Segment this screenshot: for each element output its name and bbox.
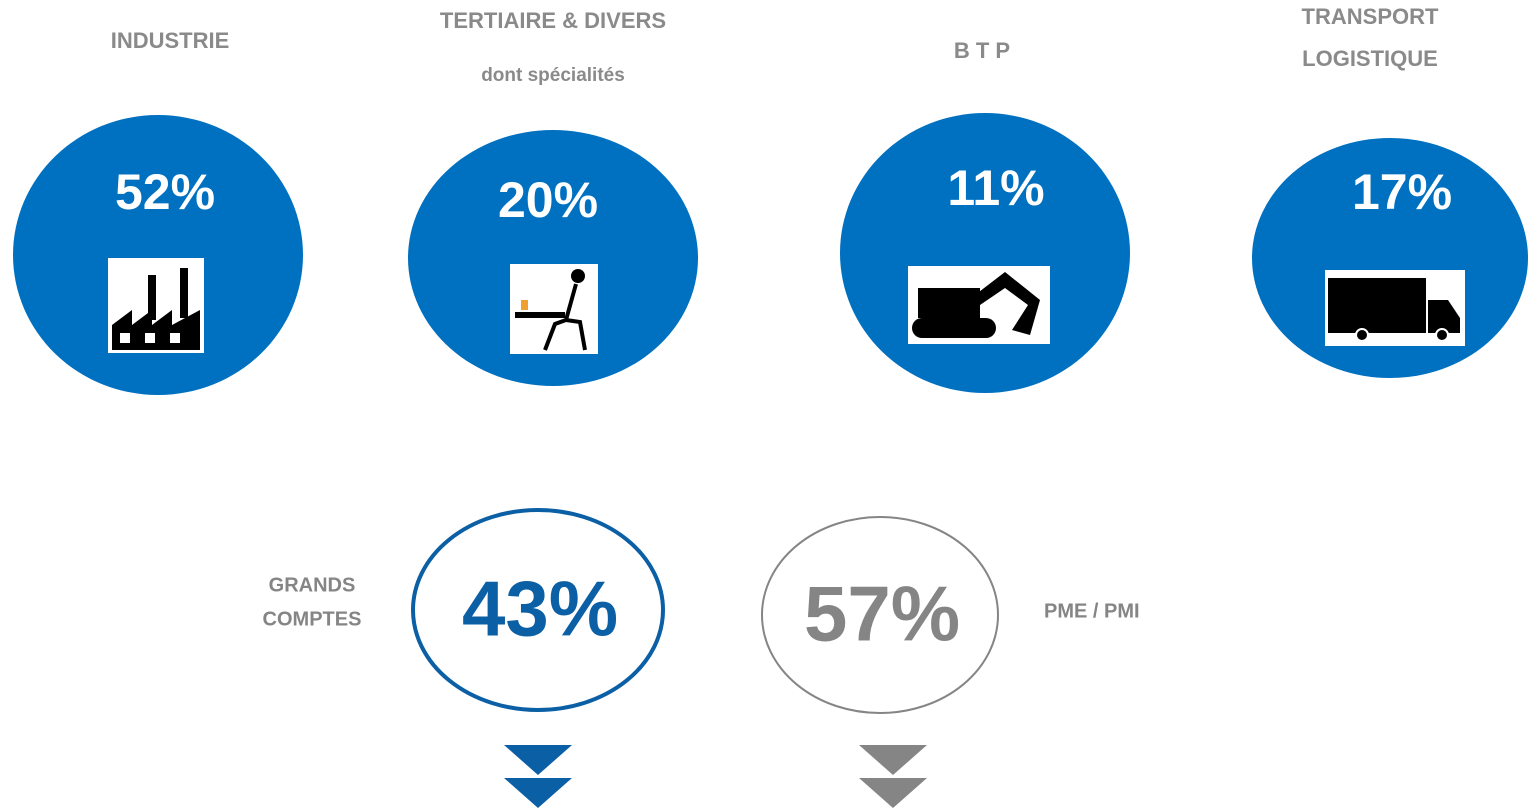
sector-value: 17% <box>1352 164 1452 220</box>
office-icon <box>510 264 598 354</box>
factory-icon <box>108 258 204 353</box>
excavator-icon <box>908 266 1050 344</box>
truck-icon <box>1325 270 1465 346</box>
down-arrow <box>859 745 927 775</box>
sector-circle <box>13 115 303 395</box>
sector-label: dont spécialités <box>481 65 625 86</box>
down-arrow <box>859 778 927 808</box>
sector-label: LOGISTIQUE <box>1302 46 1438 71</box>
client-value: 43% <box>462 565 618 653</box>
client-label: PME / PMI <box>1044 600 1140 622</box>
client-label: COMPTES <box>263 608 362 630</box>
sector-value: 11% <box>947 160 1044 216</box>
client-label: GRANDS <box>269 574 356 596</box>
sector-value: 20% <box>498 172 598 228</box>
client-circle <box>761 516 999 714</box>
sector-label: INDUSTRIE <box>111 28 230 53</box>
sector-label: TERTIAIRE & DIVERS <box>440 8 666 33</box>
down-arrow <box>504 745 572 775</box>
sector-label: B T P <box>954 38 1010 63</box>
sector-value: 52% <box>115 164 215 220</box>
sector-circle <box>840 113 1130 393</box>
sector-circle <box>408 130 698 386</box>
client-value: 57% <box>804 570 960 658</box>
client-circle <box>411 508 665 712</box>
sector-label: TRANSPORT <box>1302 4 1439 29</box>
down-arrow <box>504 778 572 808</box>
